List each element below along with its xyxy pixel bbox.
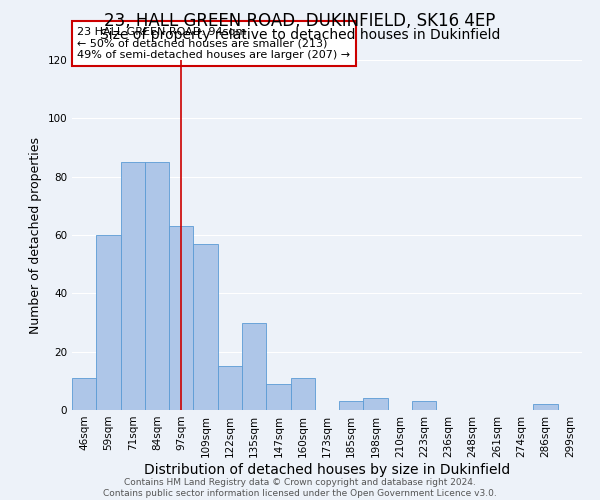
- Bar: [290, 378, 315, 410]
- Bar: [193, 244, 218, 410]
- X-axis label: Distribution of detached houses by size in Dukinfield: Distribution of detached houses by size …: [144, 462, 510, 476]
- Bar: [145, 162, 169, 410]
- Bar: [533, 404, 558, 410]
- Y-axis label: Number of detached properties: Number of detached properties: [29, 136, 42, 334]
- Text: 23, HALL GREEN ROAD, DUKINFIELD, SK16 4EP: 23, HALL GREEN ROAD, DUKINFIELD, SK16 4E…: [104, 12, 496, 30]
- Text: Contains HM Land Registry data © Crown copyright and database right 2024.
Contai: Contains HM Land Registry data © Crown c…: [103, 478, 497, 498]
- Bar: [121, 162, 145, 410]
- Bar: [96, 235, 121, 410]
- Bar: [218, 366, 242, 410]
- Bar: [169, 226, 193, 410]
- Bar: [266, 384, 290, 410]
- Bar: [412, 401, 436, 410]
- Bar: [242, 322, 266, 410]
- Text: 23 HALL GREEN ROAD: 94sqm
← 50% of detached houses are smaller (213)
49% of semi: 23 HALL GREEN ROAD: 94sqm ← 50% of detac…: [77, 27, 350, 60]
- Bar: [339, 401, 364, 410]
- Bar: [72, 378, 96, 410]
- Text: Size of property relative to detached houses in Dukinfield: Size of property relative to detached ho…: [100, 28, 500, 42]
- Bar: [364, 398, 388, 410]
